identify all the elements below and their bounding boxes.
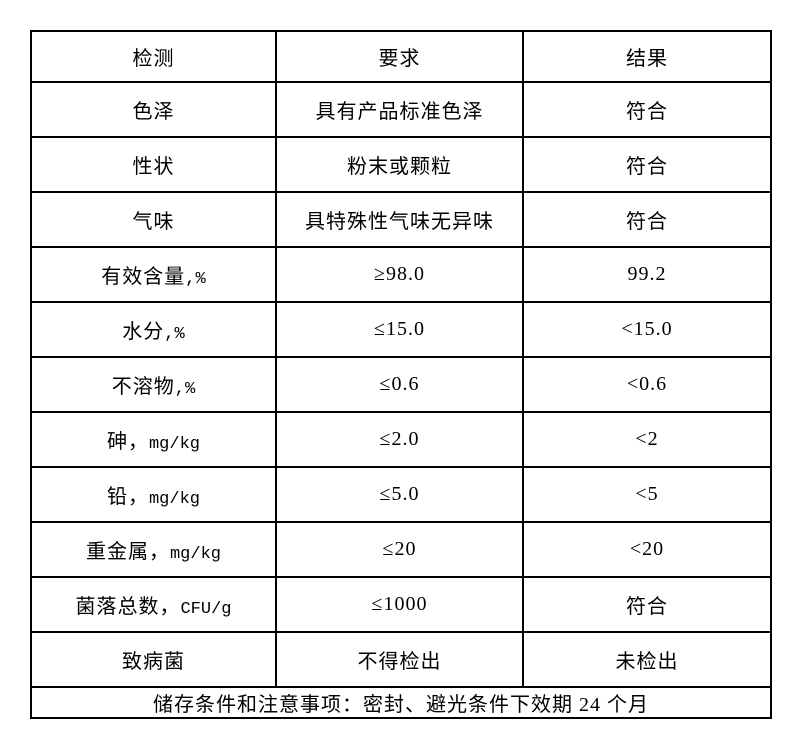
header-row: 检测 要求 结果 xyxy=(30,30,772,83)
result-cell: <20 xyxy=(522,521,772,578)
table-row: 铅，mg/kg ≤5.0 <5 xyxy=(30,466,772,523)
requirement-cell: ≤0.6 xyxy=(275,356,524,413)
test-item-unit: mg/kg xyxy=(148,490,200,509)
test-item-label: 铅， xyxy=(106,486,149,508)
table-row: 气味 具特殊性气味无异味 符合 xyxy=(30,191,772,248)
test-item-cell: 水分,% xyxy=(30,301,277,358)
storage-note: 储存条件和注意事项：密封、避光条件下效期 24 个月 xyxy=(30,686,772,719)
table-footer: 储存条件和注意事项：密封、避光条件下效期 24 个月 xyxy=(30,686,772,719)
requirement-cell: 粉末或颗粒 xyxy=(275,136,524,193)
table-row: 菌落总数，CFU/g ≤1000 符合 xyxy=(30,576,772,633)
test-item-unit: CFU/g xyxy=(180,600,232,619)
test-item-cell: 性状 xyxy=(30,136,277,193)
requirement-cell: 具特殊性气味无异味 xyxy=(275,191,524,248)
test-item-cell: 菌落总数，CFU/g xyxy=(30,576,277,633)
header-result: 结果 xyxy=(522,30,772,83)
requirement-cell: 不得检出 xyxy=(275,631,524,688)
table-row: 不溶物,% ≤0.6 <0.6 xyxy=(30,356,772,413)
test-item-cell: 致病菌 xyxy=(30,631,277,688)
test-item-unit: mg/kg xyxy=(169,545,221,564)
requirement-cell: ≥98.0 xyxy=(275,246,524,303)
requirement-cell: ≤15.0 xyxy=(275,301,524,358)
requirement-cell: ≤2.0 xyxy=(275,411,524,468)
table-header: 检测 要求 结果 xyxy=(30,30,772,83)
table-row: 性状 粉末或颗粒 符合 xyxy=(30,136,772,193)
test-item-unit: mg/kg xyxy=(148,435,200,454)
test-item-cell: 有效含量,% xyxy=(30,246,277,303)
footer-row: 储存条件和注意事项：密封、避光条件下效期 24 个月 xyxy=(30,686,772,719)
test-item-label: 重金属， xyxy=(85,541,170,563)
test-item-cell: 不溶物,% xyxy=(30,356,277,413)
test-item-cell: 砷，mg/kg xyxy=(30,411,277,468)
result-cell: <5 xyxy=(522,466,772,523)
result-cell: 符合 xyxy=(522,136,772,193)
test-item-label: 气味 xyxy=(132,211,175,233)
test-item-label: 不溶物 xyxy=(111,376,175,398)
test-item-label: 砷， xyxy=(106,431,149,453)
test-item-unit: ,% xyxy=(174,380,196,399)
table-row: 砷，mg/kg ≤2.0 <2 xyxy=(30,411,772,468)
table-row: 致病菌 不得检出 未检出 xyxy=(30,631,772,688)
result-cell: <15.0 xyxy=(522,301,772,358)
table-row: 重金属，mg/kg ≤20 <20 xyxy=(30,521,772,578)
result-cell: <0.6 xyxy=(522,356,772,413)
requirement-cell: 具有产品标准色泽 xyxy=(275,81,524,138)
result-cell: 未检出 xyxy=(522,631,772,688)
result-cell: 符合 xyxy=(522,81,772,138)
test-item-cell: 气味 xyxy=(30,191,277,248)
result-cell: <2 xyxy=(522,411,772,468)
result-cell: 符合 xyxy=(522,576,772,633)
test-item-cell: 重金属，mg/kg xyxy=(30,521,277,578)
test-item-label: 菌落总数， xyxy=(75,596,181,618)
inspection-table: 检测 要求 结果 色泽 具有产品标准色泽 符合 性状 粉末或颗粒 符合 气味 具… xyxy=(30,30,772,719)
test-item-label: 性状 xyxy=(132,156,175,178)
test-item-unit: ,% xyxy=(164,325,185,344)
table-row: 水分,% ≤15.0 <15.0 xyxy=(30,301,772,358)
result-cell: 99.2 xyxy=(522,246,772,303)
table-body: 色泽 具有产品标准色泽 符合 性状 粉末或颗粒 符合 气味 具特殊性气味无异味 … xyxy=(30,81,772,688)
result-cell: 符合 xyxy=(522,191,772,248)
requirement-cell: ≤5.0 xyxy=(275,466,524,523)
test-item-cell: 色泽 xyxy=(30,81,277,138)
test-item-label: 色泽 xyxy=(132,101,175,123)
header-requirement: 要求 xyxy=(275,30,524,83)
test-item-label: 致病菌 xyxy=(122,651,185,673)
table-row: 色泽 具有产品标准色泽 符合 xyxy=(30,81,772,138)
test-item-label: 有效含量 xyxy=(101,266,186,288)
table-row: 有效含量,% ≥98.0 99.2 xyxy=(30,246,772,303)
test-item-label: 水分 xyxy=(122,321,165,343)
requirement-cell: ≤1000 xyxy=(275,576,524,633)
header-test: 检测 xyxy=(30,30,277,83)
test-item-unit: ,% xyxy=(185,270,206,289)
requirement-cell: ≤20 xyxy=(275,521,524,578)
test-item-cell: 铅，mg/kg xyxy=(30,466,277,523)
